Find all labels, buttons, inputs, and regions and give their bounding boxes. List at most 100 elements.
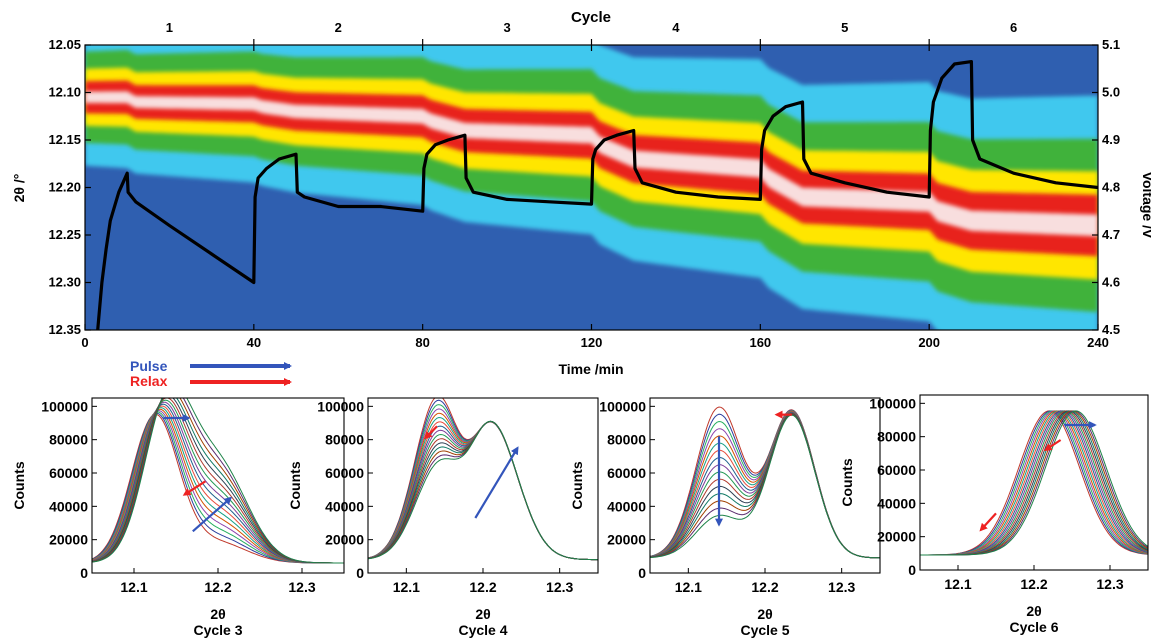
diffraction-curve bbox=[368, 399, 598, 561]
diffraction-curve bbox=[92, 398, 344, 564]
two-theta-axis-label: 2θ bbox=[757, 606, 772, 622]
counts-tick-label: 100000 bbox=[41, 398, 88, 414]
counts-tick-label: 60000 bbox=[877, 462, 916, 478]
diffraction-curve bbox=[368, 420, 598, 561]
cycle-axis-title: Cycle bbox=[571, 9, 611, 26]
two-theta-tick-label: 12.25 bbox=[48, 227, 81, 242]
counts-tick-label: 80000 bbox=[607, 432, 646, 448]
two-theta-tick-label: 12.3 bbox=[288, 579, 315, 595]
voltage-tick-label: 4.8 bbox=[1102, 180, 1120, 195]
voltage-tick-label: 4.5 bbox=[1102, 322, 1120, 337]
relax-arrow bbox=[979, 512, 997, 532]
counts-tick-label: 80000 bbox=[325, 432, 364, 448]
counts-tick-label: 20000 bbox=[49, 532, 88, 548]
counts-tick-label: 60000 bbox=[325, 465, 364, 481]
counts-tick-label: 40000 bbox=[607, 498, 646, 514]
time-axis-label: Time /min bbox=[558, 361, 623, 377]
cycle-caption: Cycle 4 bbox=[458, 622, 507, 638]
voltage-line bbox=[96, 60, 1098, 330]
cycle-caption: Cycle 5 bbox=[740, 622, 789, 638]
two-theta-tick-label: 12.3 bbox=[1096, 576, 1123, 592]
panel-cycle-6: 12.1 12.2 12.3 0 20000 40000 60000 80000 100000 C… bbox=[839, 394, 1149, 635]
diffraction-curves bbox=[368, 398, 598, 561]
counts-tick-label: 20000 bbox=[607, 532, 646, 548]
diffraction-curve bbox=[92, 398, 344, 564]
two-theta-tick-label: 12.20 bbox=[48, 180, 81, 195]
counts-tick-label: 60000 bbox=[607, 465, 646, 481]
panel-cycle-5: 12.1 12.2 12.3 0 20000 40000 60000 80000 100000 C… bbox=[569, 397, 881, 638]
counts-axis-label: Counts bbox=[287, 461, 303, 509]
two-theta-tick-label: 12.05 bbox=[48, 37, 81, 52]
two-theta-tick-label: 12.1 bbox=[393, 579, 420, 595]
two-theta-axis-label: 2θ bbox=[1026, 603, 1041, 619]
time-tick-label: 120 bbox=[581, 335, 603, 350]
legend-pulse-label: Pulse bbox=[130, 358, 168, 374]
two-theta-tick-label: 12.3 bbox=[546, 579, 573, 595]
two-theta-axis-label: 2θ bbox=[210, 606, 225, 622]
panel-cycle-3: 12.1 12.2 12.3 0 20000 40000 60000 80000 100000 C… bbox=[11, 397, 345, 638]
voltage-layer bbox=[96, 60, 1098, 330]
diffraction-curve bbox=[368, 420, 598, 561]
cycle-caption: Cycle 6 bbox=[1009, 619, 1058, 635]
voltage-tick-label: 4.6 bbox=[1102, 275, 1120, 290]
band-peak bbox=[85, 91, 1098, 237]
panel-cycle-4: 12.1 12.2 12.3 0 20000 40000 60000 80000 100000 C… bbox=[287, 397, 599, 638]
two-theta-tick-label: 12.10 bbox=[48, 85, 81, 100]
diffraction-curve bbox=[650, 414, 880, 559]
heatmap-panel: 0 40 80 120 160 200 240 12.05 12.10 12.15 12.20 12.… bbox=[11, 9, 1151, 377]
counts-axis-label: Counts bbox=[569, 461, 585, 509]
voltage-tick-label: 4.7 bbox=[1102, 227, 1120, 242]
two-theta-tick-label: 12.35 bbox=[48, 322, 81, 337]
time-tick-label: 0 bbox=[81, 335, 88, 350]
counts-tick-label: 100000 bbox=[599, 398, 646, 414]
cycle-label: 4 bbox=[672, 20, 680, 35]
counts-tick-label: 0 bbox=[638, 565, 646, 581]
two-theta-tick-label: 12.1 bbox=[944, 576, 971, 592]
diffraction-curve bbox=[368, 421, 598, 561]
two-theta-tick-label: 12.2 bbox=[751, 579, 778, 595]
counts-tick-label: 20000 bbox=[877, 529, 916, 545]
time-tick-label: 80 bbox=[415, 335, 429, 350]
time-tick-label: 160 bbox=[749, 335, 771, 350]
two-theta-axis-label: 2θ /° bbox=[11, 174, 27, 203]
two-theta-axis-label: 2θ bbox=[475, 606, 490, 622]
diffraction-curve bbox=[368, 416, 598, 561]
legend-relax-label: Relax bbox=[130, 373, 168, 389]
diffraction-curve bbox=[368, 420, 598, 561]
time-tick-label: 200 bbox=[918, 335, 940, 350]
cycle-label: 5 bbox=[841, 20, 848, 35]
diffraction-curve bbox=[368, 420, 598, 561]
voltage-axis-label: Voltage /V bbox=[1140, 172, 1151, 239]
two-theta-tick-label: 12.1 bbox=[675, 579, 702, 595]
diffraction-curve bbox=[920, 410, 1148, 556]
counts-tick-label: 100000 bbox=[869, 395, 916, 411]
counts-tick-label: 40000 bbox=[877, 495, 916, 511]
cycle-label: 3 bbox=[503, 20, 510, 35]
two-theta-tick-label: 12.2 bbox=[469, 579, 496, 595]
counts-tick-label: 40000 bbox=[49, 498, 88, 514]
diffraction-curve bbox=[368, 420, 598, 561]
relax-arrow bbox=[424, 425, 438, 440]
two-theta-tick-label: 12.1 bbox=[120, 579, 147, 595]
time-tick-label: 240 bbox=[1087, 335, 1109, 350]
diffraction-curve bbox=[368, 412, 598, 561]
panel-frame bbox=[367, 397, 599, 574]
counts-tick-label: 0 bbox=[80, 565, 88, 581]
diffraction-curves bbox=[92, 398, 344, 564]
counts-axis-label: Counts bbox=[11, 461, 27, 509]
two-theta-tick-label: 12.2 bbox=[204, 579, 231, 595]
cycle-caption: Cycle 3 bbox=[193, 622, 242, 638]
diffraction-curve bbox=[368, 398, 598, 561]
diffraction-curve bbox=[368, 421, 598, 561]
voltage-tick-label: 5.1 bbox=[1102, 37, 1120, 52]
cycle-label: 6 bbox=[1010, 20, 1017, 35]
legend: Pulse Relax bbox=[130, 358, 292, 389]
cycle-label: 1 bbox=[166, 20, 173, 35]
voltage-tick-label: 5.0 bbox=[1102, 85, 1120, 100]
pulse-arrow bbox=[192, 496, 233, 533]
diffraction-curve bbox=[368, 420, 598, 561]
counts-tick-label: 0 bbox=[908, 562, 916, 578]
two-theta-tick-label: 12.2 bbox=[1020, 576, 1047, 592]
counts-tick-label: 80000 bbox=[877, 429, 916, 445]
counts-tick-label: 80000 bbox=[49, 432, 88, 448]
